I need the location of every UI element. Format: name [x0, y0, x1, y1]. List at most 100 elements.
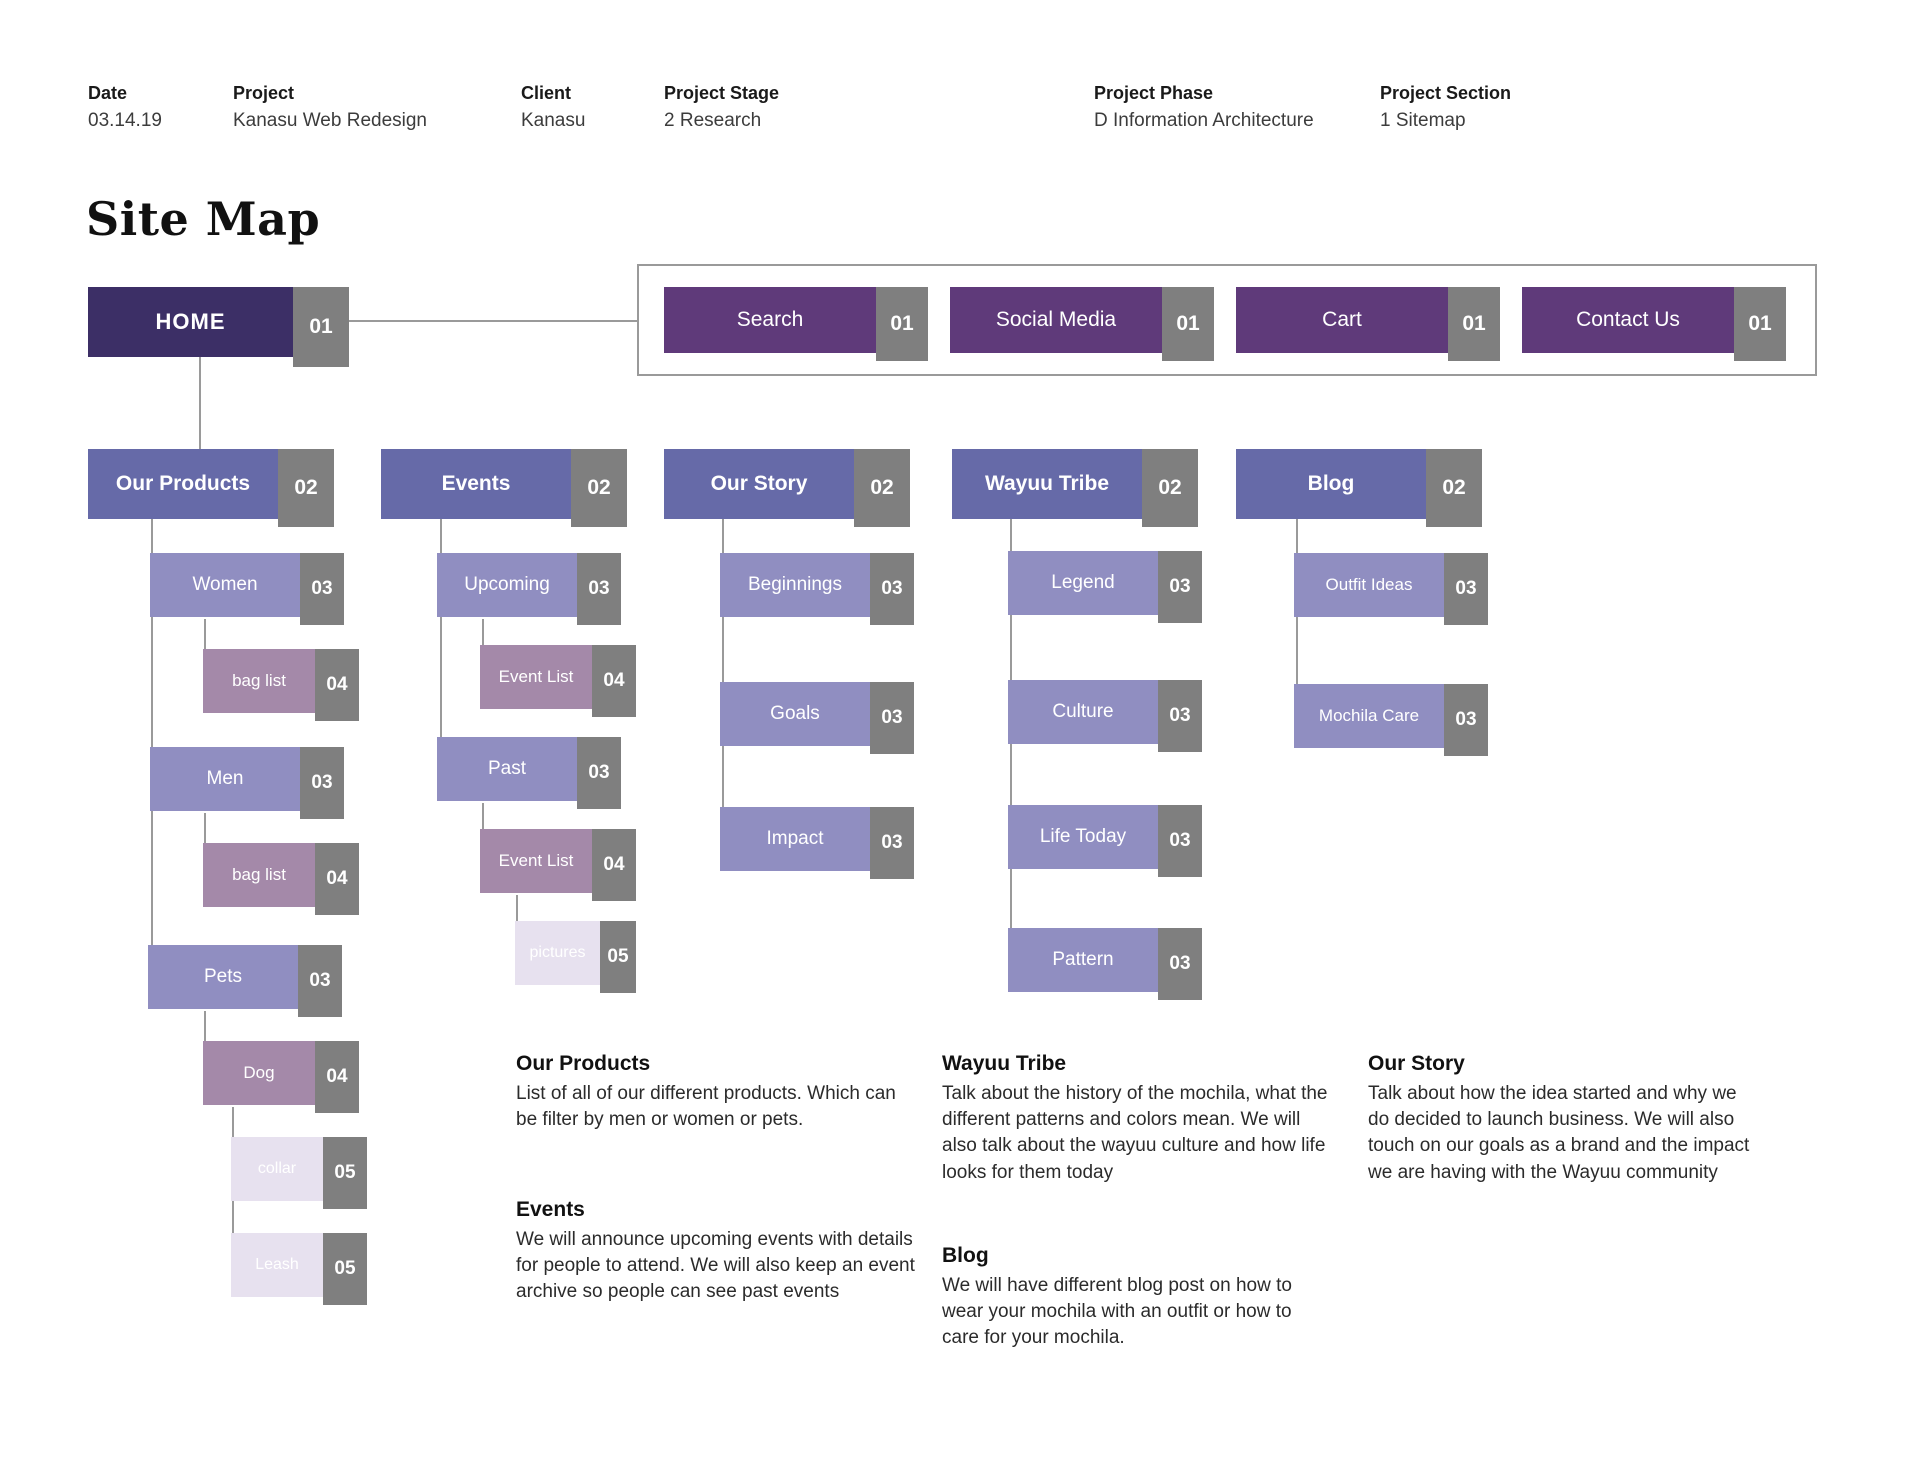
connector-line: [722, 519, 724, 841]
sitemap-node-wayuu-tribe: Wayuu Tribe 02: [952, 449, 1198, 527]
sitemap-node-dog: Dog 04: [203, 1041, 359, 1113]
meta-project-section: Project Section 1 Sitemap: [1380, 83, 1511, 132]
description-body: Talk about the history of the mochila, w…: [942, 1083, 1328, 1183]
node-number-badge: 04: [315, 1041, 359, 1113]
sitemap-node-goals: Goals 03: [720, 682, 914, 754]
node-number-badge: 03: [577, 553, 621, 625]
node-number-badge: 03: [577, 737, 621, 809]
node-number-badge: 03: [1158, 805, 1202, 877]
node-label: Cart: [1236, 287, 1448, 353]
node-label: Past: [437, 737, 577, 801]
node-number-badge: 04: [592, 645, 636, 717]
node-label: Wayuu Tribe: [952, 449, 1142, 519]
node-label: Goals: [720, 682, 870, 746]
node-number-badge: 03: [1158, 680, 1202, 752]
node-number-badge: 04: [592, 829, 636, 901]
description-body: We will have different blog post on how …: [942, 1275, 1292, 1349]
node-label: Search: [664, 287, 876, 353]
description-events: Events We will announce upcoming events …: [516, 1198, 916, 1306]
description-heading: Wayuu Tribe: [942, 1052, 1067, 1075]
node-number-badge: 05: [323, 1137, 367, 1209]
sitemap-node-our-products: Our Products 02: [88, 449, 334, 527]
node-label: pictures: [515, 921, 600, 985]
node-number-badge: 01: [293, 287, 349, 367]
description-wayuu-tribe: Wayuu Tribe Talk about the history of th…: [942, 1052, 1337, 1186]
sitemap-node-event-list-upcoming: Event List 04: [480, 645, 636, 717]
node-label: Our Story: [664, 449, 854, 519]
meta-project-stage: Project Stage 2 Research: [664, 83, 779, 132]
node-label: Leash: [231, 1233, 323, 1297]
node-number-badge: 02: [1142, 449, 1198, 527]
node-label: Legend: [1008, 551, 1158, 615]
description-heading: Our Products: [516, 1052, 651, 1075]
sitemap-node-upcoming: Upcoming 03: [437, 553, 621, 625]
node-label: Upcoming: [437, 553, 577, 617]
description-heading: Events: [516, 1198, 585, 1221]
node-number-badge: 03: [1444, 684, 1488, 756]
node-label: Event List: [480, 645, 592, 709]
node-number-badge: 03: [870, 553, 914, 625]
sitemap-node-blog: Blog 02: [1236, 449, 1482, 527]
node-label: Social Media: [950, 287, 1162, 353]
node-label: collar: [231, 1137, 323, 1201]
sitemap-node-life-today: Life Today 03: [1008, 805, 1202, 877]
node-number-badge: 03: [1444, 553, 1488, 625]
sitemap-node-bag-list-men: bag list 04: [203, 843, 359, 915]
node-number-badge: 02: [1426, 449, 1482, 527]
sitemap-node-event-list-past: Event List 04: [480, 829, 636, 901]
sitemap-node-collar: collar 05: [231, 1137, 367, 1209]
sitemap-node-outfit-ideas: Outfit Ideas 03: [1294, 553, 1488, 625]
node-label: Dog: [203, 1041, 315, 1105]
sitemap-node-pictures: pictures 05: [515, 921, 636, 993]
meta-project-phase: Project Phase D Information Architecture: [1094, 83, 1314, 132]
meta-value: 03.14.19: [88, 110, 162, 131]
sitemap-node-men: Men 03: [150, 747, 344, 819]
node-label: Our Products: [88, 449, 278, 519]
node-number-badge: 01: [1448, 287, 1500, 361]
node-label: Pets: [148, 945, 298, 1009]
node-number-badge: 03: [298, 945, 342, 1017]
node-number-badge: 02: [278, 449, 334, 527]
sitemap-node-social-media: Social Media 01: [950, 287, 1214, 361]
page-title: Site Map: [86, 192, 321, 246]
description-our-products: Our Products List of all of our differen…: [516, 1052, 916, 1133]
meta-client: Client Kanasu: [521, 83, 585, 132]
sitemap-node-mochila-care: Mochila Care 03: [1294, 684, 1488, 756]
node-number-badge: 02: [571, 449, 627, 527]
node-number-badge: 04: [315, 649, 359, 721]
meta-value: 2 Research: [664, 110, 762, 131]
node-label: Events: [381, 449, 571, 519]
sitemap-node-legend: Legend 03: [1008, 551, 1202, 623]
node-label: Life Today: [1008, 805, 1158, 869]
meta-date: Date 03.14.19: [88, 83, 162, 132]
sitemap-node-events: Events 02: [381, 449, 627, 527]
description-heading: Our Story: [1368, 1052, 1465, 1075]
description-body: Talk about how the idea started and why …: [1368, 1083, 1750, 1183]
utility-group-frame: [637, 264, 1817, 376]
meta-label: Date: [88, 83, 128, 103]
meta-label: Project Phase: [1094, 83, 1214, 103]
meta-label: Project Stage: [664, 83, 780, 103]
sitemap-node-home: HOME 01: [88, 287, 349, 367]
node-label: Pattern: [1008, 928, 1158, 992]
meta-project: Project Kanasu Web Redesign: [233, 83, 427, 132]
node-number-badge: 05: [600, 921, 636, 993]
connector-line: [1296, 519, 1298, 719]
sitemap-node-pattern: Pattern 03: [1008, 928, 1202, 1000]
connector-line: [345, 320, 637, 322]
sitemap-node-leash: Leash 05: [231, 1233, 367, 1305]
node-number-badge: 03: [870, 682, 914, 754]
node-number-badge: 04: [315, 843, 359, 915]
sitemap-node-our-story: Our Story 02: [664, 449, 910, 527]
node-number-badge: 03: [1158, 551, 1202, 623]
node-number-badge: 03: [870, 807, 914, 879]
description-body: List of all of our different products. W…: [516, 1083, 896, 1131]
description-heading: Blog: [942, 1244, 989, 1267]
sitemap-node-bag-list-women: bag list 04: [203, 649, 359, 721]
sitemap-node-search: Search 01: [664, 287, 928, 361]
description-blog: Blog We will have different blog post on…: [942, 1244, 1322, 1352]
node-label: Men: [150, 747, 300, 811]
node-number-badge: 01: [876, 287, 928, 361]
sitemap-node-contact-us: Contact Us 01: [1522, 287, 1786, 361]
